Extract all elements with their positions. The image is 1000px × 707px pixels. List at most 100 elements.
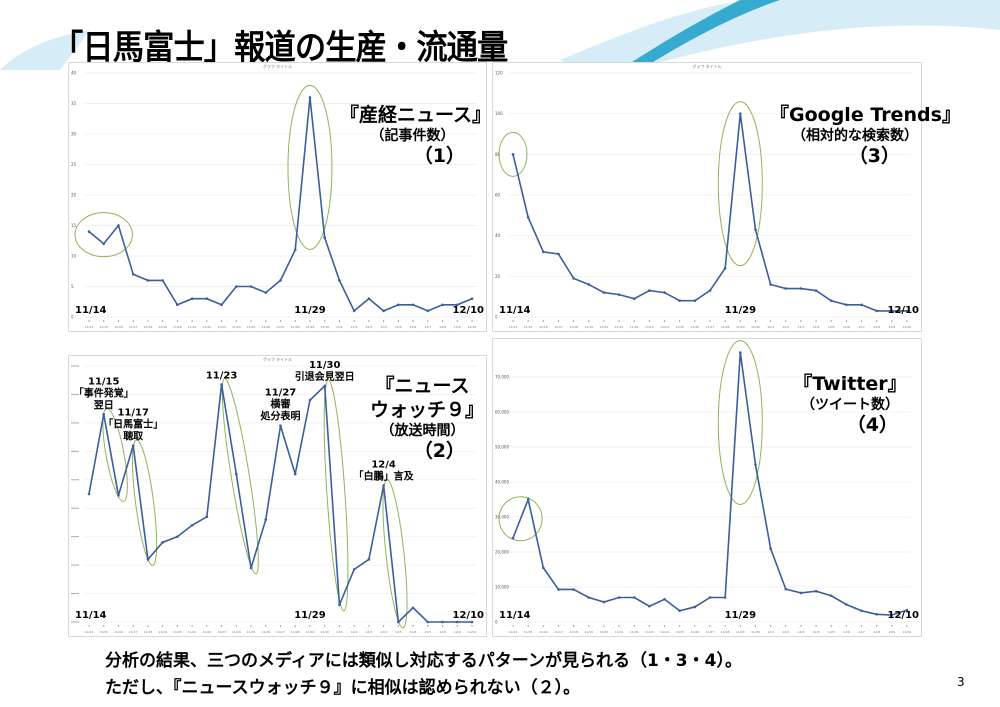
data-point bbox=[723, 596, 727, 599]
x-tick-mark bbox=[860, 625, 863, 627]
x-tick-label: 11/28 bbox=[721, 325, 730, 329]
x-tick-label: 11/17 bbox=[554, 325, 563, 329]
y-tick-label: 60 bbox=[495, 193, 501, 198]
data-point bbox=[511, 153, 515, 156]
data-point bbox=[542, 250, 545, 254]
chart-twitter: 0 10,000 20,000 30,000 40,000 50,000 60,000 70,… bbox=[492, 338, 922, 637]
x-tick-mark bbox=[427, 320, 429, 322]
data-point bbox=[557, 588, 560, 591]
x-tick-label: 11/22 bbox=[630, 325, 639, 329]
chart-title: グラフ タイトル bbox=[263, 356, 292, 362]
x-tick-label: 12/2 bbox=[351, 325, 358, 329]
x-tick-label: 12/10 bbox=[468, 325, 477, 329]
x-tick-mark bbox=[588, 625, 590, 627]
data-point bbox=[526, 216, 530, 219]
chart-google-trends: グラフ タイトル 0 20 40 60 80 100 120 11/14 11/15 11/16 11… bbox=[492, 62, 922, 332]
x-tick-mark bbox=[132, 320, 134, 322]
data-point bbox=[411, 303, 415, 307]
x-tick-mark bbox=[573, 320, 575, 322]
x-tick-label: 11/20 bbox=[600, 630, 609, 634]
annotation-label: 11/30 bbox=[309, 360, 341, 371]
x-tick-label: 11/28 bbox=[291, 630, 300, 634]
x-tick-label: 11/30 bbox=[320, 325, 329, 329]
data-point bbox=[829, 594, 833, 598]
date-mark-label: 11/29 bbox=[294, 610, 326, 621]
x-tick-mark bbox=[845, 320, 847, 322]
x-tick-mark bbox=[368, 625, 370, 627]
x-tick-label: 11/22 bbox=[203, 630, 212, 634]
data-point bbox=[367, 297, 371, 300]
chart-newswatch9: グラフ タイトル 11/14 11/15 11/16 11/17 11/18 11/19 11… bbox=[68, 355, 487, 637]
x-tick-label: 11/14 bbox=[509, 325, 518, 329]
x-tick-label: 11/23 bbox=[217, 325, 226, 329]
data-point bbox=[784, 287, 788, 290]
chart-svg: グラフ タイトル 0 5 10 15 20 25 30 35 40 11/14 11/15 11/16 1… bbox=[71, 63, 484, 329]
x-tick-label: 12/7 bbox=[424, 630, 431, 634]
x-tick-mark bbox=[815, 625, 817, 627]
x-tick-label: 12/6 bbox=[410, 630, 417, 634]
x-tick-mark bbox=[397, 625, 399, 627]
date-mark-label: 11/29 bbox=[725, 610, 757, 621]
highlight-ellipse bbox=[382, 478, 408, 629]
highlight-ellipse bbox=[498, 131, 528, 177]
chart-svg: 0 10,000 20,000 30,000 40,000 50,000 60,000 70,… bbox=[495, 340, 919, 634]
x-tick-label: 11/25 bbox=[675, 325, 684, 329]
label-title: 『ニュース bbox=[375, 375, 470, 397]
data-point bbox=[890, 309, 894, 313]
x-tick-mark bbox=[235, 320, 237, 322]
x-tick-label: 12/4 bbox=[813, 325, 820, 329]
x-tick-label: 11/27 bbox=[706, 325, 715, 329]
x-tick-mark bbox=[338, 625, 341, 627]
data-point bbox=[249, 566, 253, 570]
data-point bbox=[723, 266, 727, 270]
label-subtitle: （ツイート数） bbox=[801, 396, 899, 413]
data-point bbox=[617, 596, 621, 599]
x-tick-mark bbox=[427, 625, 429, 627]
highlight-ellipse bbox=[74, 212, 133, 258]
data-point bbox=[663, 291, 666, 294]
data-point bbox=[769, 547, 772, 550]
x-tick-mark bbox=[294, 320, 296, 322]
data-point bbox=[117, 494, 120, 497]
x-tick-mark bbox=[206, 320, 208, 322]
x-tick-mark bbox=[220, 320, 223, 322]
x-tick-label: 12/5 bbox=[395, 630, 402, 634]
x-tick-mark bbox=[206, 625, 208, 627]
x-tick-mark bbox=[648, 625, 650, 627]
x-tick-mark bbox=[279, 625, 282, 627]
x-tick-label: 11/21 bbox=[188, 325, 197, 329]
x-tick-label: 11/16 bbox=[114, 630, 123, 634]
data-point bbox=[845, 303, 848, 307]
x-tick-label: 11/16 bbox=[539, 325, 548, 329]
data-point bbox=[542, 566, 545, 570]
annotation-label: 11/15 bbox=[88, 376, 120, 387]
data-point bbox=[455, 620, 459, 624]
y-tick-label: 20,000 bbox=[495, 550, 509, 555]
x-tick-label: 12/4 bbox=[813, 630, 820, 634]
x-tick-mark bbox=[441, 320, 444, 322]
x-tick-label: 11/28 bbox=[721, 630, 730, 634]
x-tick-label: 11/23 bbox=[645, 630, 654, 634]
x-tick-mark bbox=[679, 625, 681, 627]
x-tick-mark bbox=[162, 625, 164, 627]
x-tick-label: 11/14 bbox=[509, 630, 518, 634]
annotation-label: 11/27 bbox=[265, 388, 297, 399]
x-tick-mark bbox=[132, 625, 134, 627]
label-number: （1） bbox=[413, 145, 465, 168]
data-point bbox=[632, 297, 636, 300]
annotation-label: 処分表明 bbox=[260, 410, 301, 423]
data-point bbox=[264, 291, 268, 294]
data-point bbox=[176, 303, 179, 307]
data-point bbox=[441, 620, 444, 624]
chart-svg: グラフ タイトル 11/14 11/15 11/16 11/17 11/18 11/19 11… bbox=[71, 356, 484, 634]
x-tick-mark bbox=[88, 320, 90, 322]
x-tick-label: 12/10 bbox=[903, 630, 912, 634]
y-tick-label: 5 bbox=[71, 284, 74, 289]
data-point bbox=[220, 383, 223, 386]
summary-line-1: 分析の結果、三つのメディアには類似し対応するパターンが見られる（1・3・4）。 bbox=[105, 651, 742, 671]
slide-title: 「日馬富士」報道の生産・流通量 bbox=[52, 28, 508, 68]
label-number: （2） bbox=[413, 440, 465, 462]
x-tick-mark bbox=[220, 625, 223, 627]
x-tick-label: 11/16 bbox=[114, 325, 123, 329]
data-point bbox=[264, 518, 268, 521]
